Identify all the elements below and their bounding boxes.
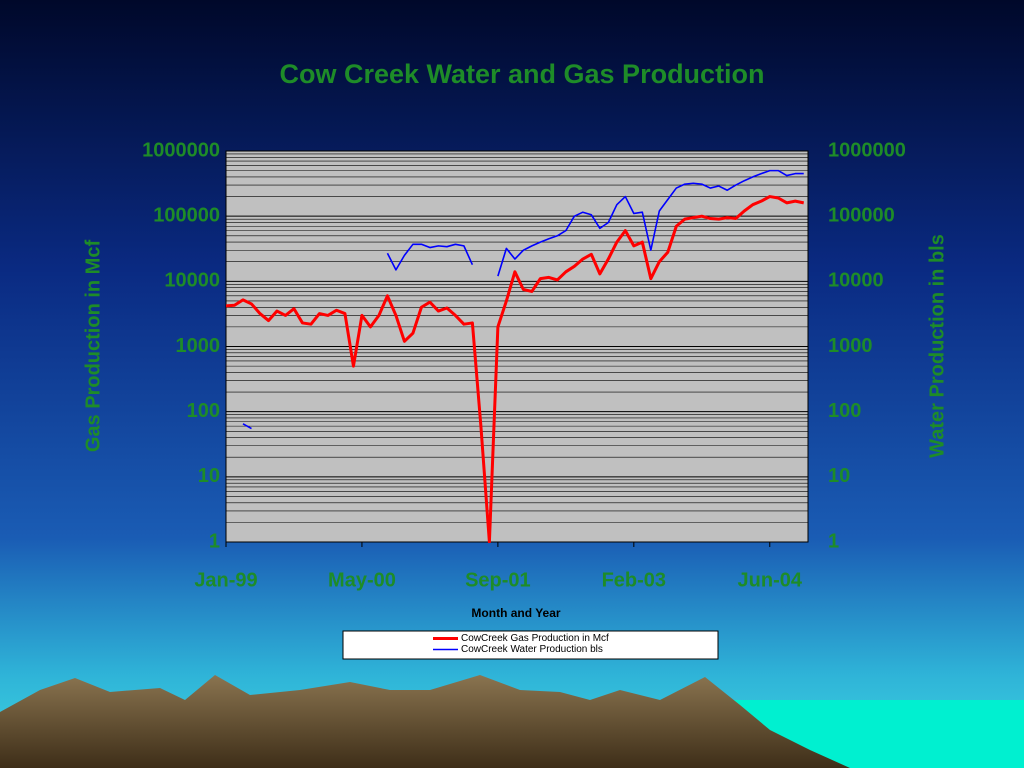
sea [700,700,1024,768]
y-tick-label: 100 [187,400,220,422]
x-tick-label: Feb-03 [602,569,666,591]
x-tick-label: Sep-01 [465,569,531,591]
series-line [226,195,805,543]
legend-label: CowCreek Water Production bls [461,644,603,655]
x-axis-title: Month and Year [471,606,560,620]
y2-axis-title: Water Production in bls [926,234,948,458]
legend-box [342,630,719,660]
y2-tick-label: 1000 [828,335,873,357]
x-tick-label: Jan-99 [194,569,257,591]
series-line [242,169,804,430]
plot-area [225,150,809,543]
y-tick-label: 100000 [153,204,220,226]
y-tick-label: 10 [198,465,220,487]
y2-tick-label: 10 [828,465,850,487]
y-tick-label: 1 [209,530,220,552]
chart-title: Cow Creek Water and Gas Production [279,59,764,89]
y-tick-label: 1000 [176,335,221,357]
x-tick-label: Jun-04 [738,569,803,591]
y-tick-label: 1000000 [142,139,220,161]
y-axis-title: Gas Production in Mcf [82,240,104,453]
y2-tick-label: 1000000 [828,139,906,161]
y2-tick-label: 100 [828,400,861,422]
y2-tick-label: 10000 [828,270,884,292]
legend-label: CowCreek Gas Production in Mcf [461,633,609,644]
x-tick-label: May-00 [328,569,396,591]
y2-tick-label: 1 [828,530,839,552]
y2-tick-label: 100000 [828,204,895,226]
y-tick-label: 10000 [164,270,220,292]
mountains [0,675,850,768]
